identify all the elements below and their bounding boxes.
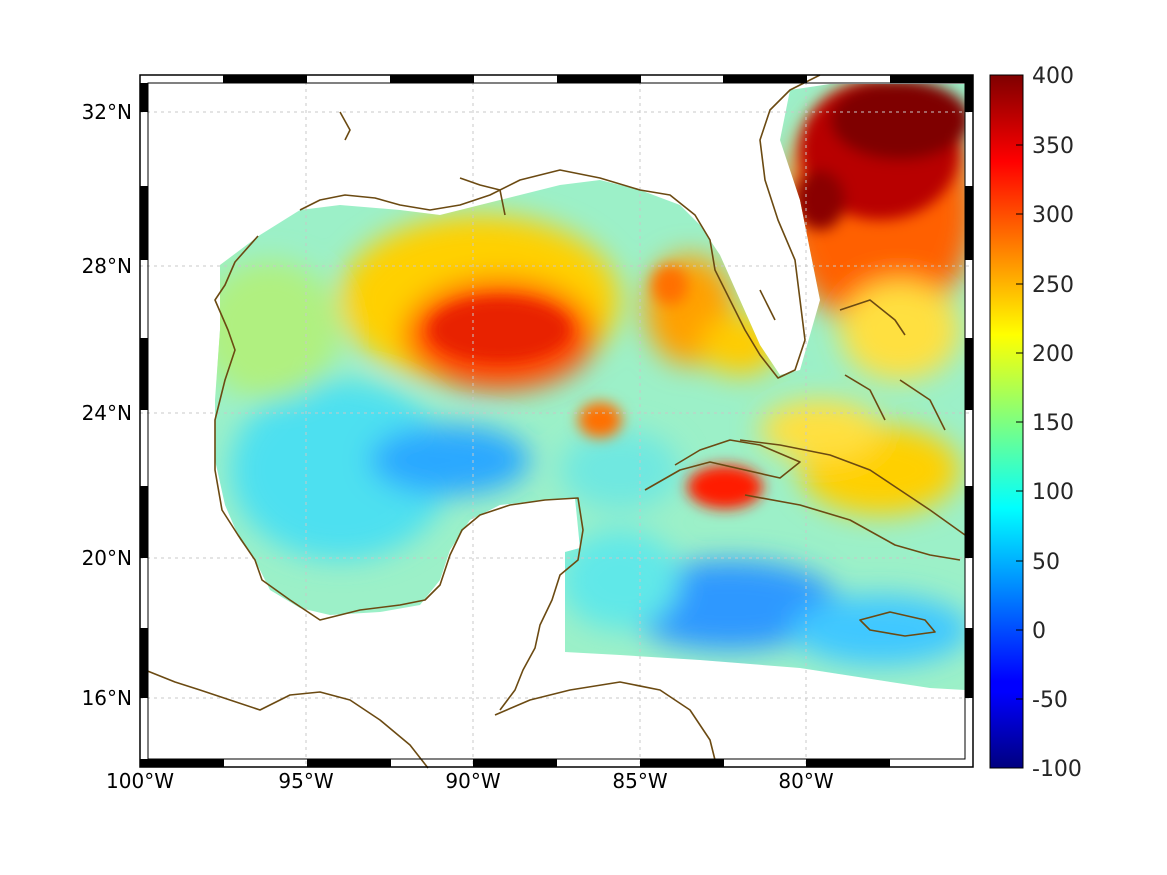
colorbar-tick: 50: [1032, 550, 1060, 575]
lat-label: 16°N: [82, 686, 132, 710]
lat-label: 28°N: [82, 254, 132, 278]
sst-field: [215, 84, 965, 690]
longitude-labels: 100°W 95°W 90°W 85°W 80°W: [106, 769, 834, 793]
colorbar-tick: 100: [1032, 480, 1074, 505]
colorbar-tick: 350: [1032, 134, 1074, 159]
lon-label: 90°W: [445, 769, 500, 793]
lon-label: 85°W: [612, 769, 667, 793]
colorbar-tick: 400: [1032, 64, 1074, 89]
colorbar-tick: 250: [1032, 273, 1074, 298]
colorbar-tick: -50: [1032, 688, 1068, 713]
lat-label: 24°N: [82, 401, 132, 425]
lon-label: 80°W: [778, 769, 833, 793]
colorbar-tick: 0: [1032, 619, 1046, 644]
graticule: [140, 75, 973, 767]
lon-label: 95°W: [278, 769, 333, 793]
lon-label: 100°W: [106, 769, 174, 793]
lat-label: 32°N: [82, 100, 132, 124]
colorbar-tick: 200: [1032, 342, 1074, 367]
map-frame: [139, 74, 974, 768]
colorbar-tick: 150: [1032, 411, 1074, 436]
colorbar-tick: 300: [1032, 203, 1074, 228]
lat-label: 20°N: [82, 546, 132, 570]
colorbar-tick: -100: [1032, 757, 1082, 782]
colorbar: 400 350 300 250 200 150 100 50 0 -50 -10…: [989, 64, 1082, 782]
coastlines: [139, 74, 966, 769]
latitude-labels: 16°N 20°N 24°N 28°N 32°N: [82, 100, 132, 710]
